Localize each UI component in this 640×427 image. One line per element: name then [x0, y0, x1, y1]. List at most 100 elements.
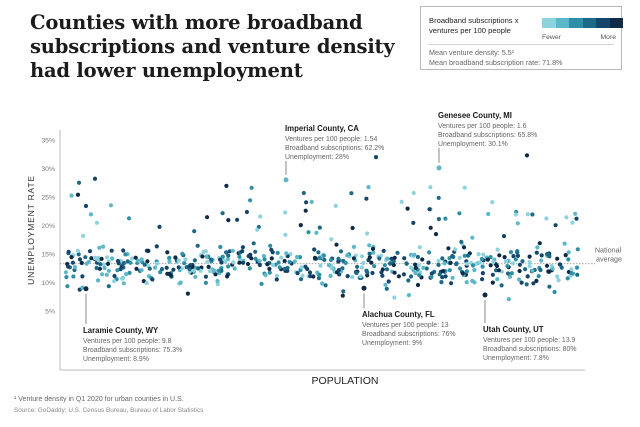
- data-point: [488, 263, 493, 268]
- data-point: [106, 284, 111, 289]
- data-point: [380, 267, 385, 272]
- data-point: [139, 257, 144, 262]
- data-point: [370, 246, 376, 251]
- data-point: [99, 256, 104, 261]
- data-point: [83, 255, 88, 260]
- data-point: [457, 266, 463, 271]
- data-point: [350, 274, 355, 280]
- data-point: [115, 259, 121, 264]
- data-point: [534, 250, 539, 255]
- data-point: [385, 256, 390, 261]
- data-point: [524, 153, 530, 158]
- data-point: [249, 256, 254, 261]
- data-point: [102, 265, 107, 271]
- data-point: [334, 242, 339, 247]
- data-point: [437, 272, 442, 277]
- data-point: [488, 255, 493, 260]
- legend-color-scale: [542, 18, 623, 28]
- data-point: [328, 273, 333, 278]
- data-point: [232, 266, 237, 271]
- data-point: [269, 247, 274, 252]
- legend-swatch: [542, 18, 556, 28]
- annotation-detail: Unemployment: 8.9%: [83, 356, 149, 363]
- data-point: [205, 259, 210, 264]
- data-point: [358, 274, 363, 279]
- data-point: [257, 258, 262, 264]
- data-point: [384, 267, 390, 272]
- data-point: [251, 241, 256, 246]
- data-point: [562, 241, 567, 246]
- data-point: [426, 260, 431, 265]
- data-point: [66, 264, 71, 269]
- annotation-detail: Unemployment: 28%: [285, 154, 349, 161]
- data-point: [493, 268, 499, 273]
- data-point: [220, 254, 225, 259]
- data-point: [237, 254, 242, 259]
- data-point: [373, 155, 379, 160]
- data-point: [490, 200, 495, 205]
- data-point: [336, 259, 341, 264]
- data-point: [269, 256, 274, 261]
- mean-broadband-rate: Mean broadband subscription rate: 71.8%: [429, 58, 563, 67]
- data-point: [555, 256, 560, 261]
- data-point: [318, 263, 323, 268]
- data-point: [282, 258, 287, 264]
- data-point: [268, 243, 273, 248]
- legend-swatch: [569, 18, 583, 28]
- data-point: [372, 264, 377, 269]
- data-point: [257, 262, 262, 268]
- data-point: [520, 259, 525, 264]
- data-point: [530, 212, 535, 217]
- data-point: [308, 274, 313, 279]
- data-point: [70, 260, 75, 265]
- data-point: [525, 212, 530, 217]
- data-point: [237, 260, 242, 265]
- data-point: [503, 259, 508, 264]
- data-point: [226, 218, 231, 223]
- data-point: [355, 264, 360, 269]
- data-point: [213, 272, 218, 277]
- data-point: [527, 264, 532, 269]
- data-point: [204, 254, 209, 259]
- data-point: [101, 244, 106, 249]
- data-point: [218, 244, 223, 250]
- data-point: [366, 185, 371, 190]
- data-point: [349, 191, 354, 196]
- data-point: [301, 190, 306, 196]
- data-point: [220, 211, 225, 216]
- data-point: [412, 252, 417, 257]
- data-point: [460, 271, 465, 276]
- data-point: [125, 259, 130, 264]
- data-point: [173, 255, 178, 260]
- data-point: [496, 268, 501, 273]
- data-point: [406, 293, 411, 298]
- data-point: [259, 281, 264, 286]
- data-point: [145, 259, 150, 264]
- data-point: [187, 264, 192, 269]
- data-point: [391, 259, 396, 264]
- annotation-detail: Broadband subscriptions: 76%: [362, 331, 455, 338]
- data-point: [416, 263, 421, 268]
- data-point: [295, 271, 300, 276]
- data-point: [443, 216, 448, 221]
- data-point: [574, 265, 580, 270]
- data-point: [367, 255, 372, 260]
- national-average-label: National average: [595, 246, 623, 264]
- data-point: [298, 277, 304, 282]
- data-point: [510, 261, 516, 266]
- data-point: [440, 256, 445, 261]
- data-point: [472, 268, 477, 273]
- data-point: [99, 272, 105, 277]
- data-point: [337, 272, 342, 277]
- data-point: [127, 270, 132, 275]
- data-point: [340, 293, 345, 298]
- data-point: [245, 261, 251, 267]
- y-tick-label: 35%: [41, 138, 55, 145]
- data-point: [459, 239, 464, 244]
- footnote: ¹ Venture density in Q1 2020 for urban c…: [14, 396, 184, 403]
- data-point: [226, 264, 231, 269]
- data-point: [333, 203, 338, 208]
- data-point: [420, 257, 425, 262]
- data-point: [436, 195, 441, 200]
- data-point: [121, 281, 126, 286]
